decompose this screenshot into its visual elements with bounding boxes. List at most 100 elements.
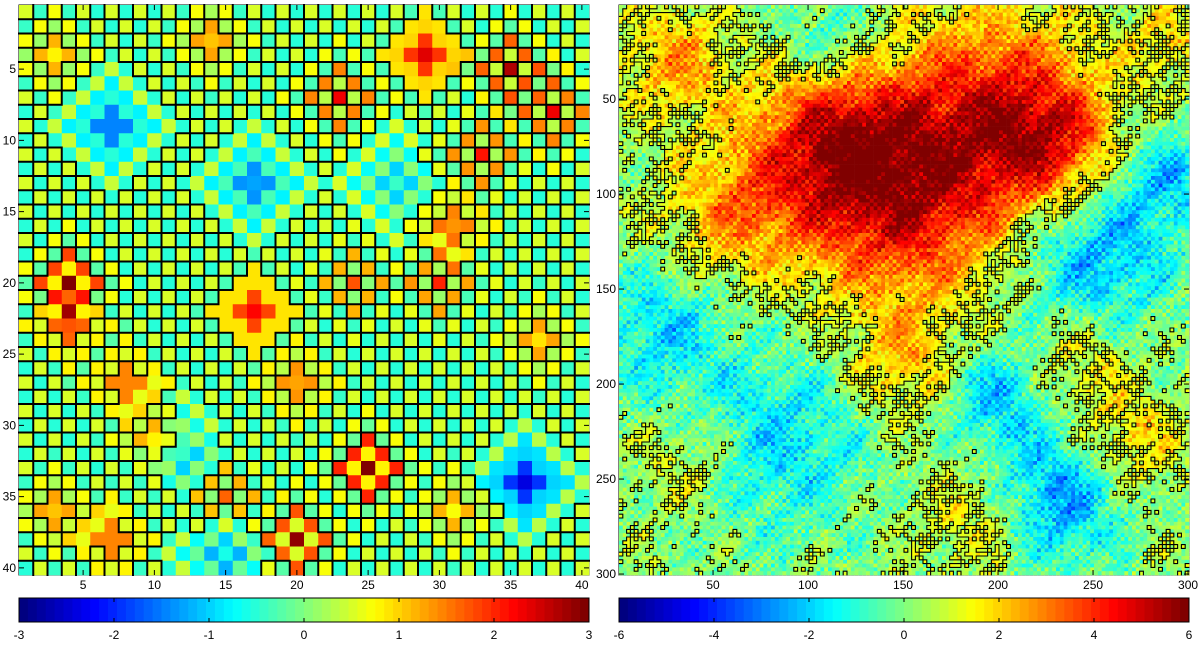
heatmap-cell bbox=[676, 46, 681, 51]
heatmap-cell bbox=[560, 5, 576, 20]
heatmap-cell bbox=[725, 39, 730, 44]
heatmap-cell bbox=[664, 69, 669, 74]
heatmap-cell bbox=[1090, 12, 1095, 17]
heatmap-cell bbox=[934, 43, 939, 48]
heatmap-cell bbox=[778, 62, 783, 67]
heatmap-cell bbox=[945, 35, 950, 40]
heatmap-cell bbox=[1170, 50, 1175, 55]
heatmap-cell bbox=[1173, 24, 1178, 29]
heatmap-cell bbox=[1147, 50, 1152, 55]
heatmap-cell bbox=[1052, 65, 1057, 70]
heatmap-cell bbox=[1166, 50, 1171, 55]
heatmap-cell bbox=[619, 81, 624, 86]
heatmap-cell bbox=[503, 290, 519, 305]
heatmap-cell bbox=[717, 62, 722, 67]
heatmap-cell bbox=[755, 88, 760, 93]
heatmap-cell bbox=[763, 24, 768, 29]
heatmap-cell bbox=[695, 20, 700, 25]
heatmap-cell bbox=[104, 104, 120, 120]
heatmap-cell bbox=[318, 76, 333, 91]
heatmap-cell bbox=[446, 404, 462, 419]
heatmap-cell bbox=[915, 54, 920, 59]
heatmap-cell bbox=[247, 318, 262, 334]
heatmap-cell bbox=[1048, 50, 1053, 55]
heatmap-cell bbox=[972, 69, 977, 74]
heatmap-cell bbox=[33, 503, 48, 519]
heatmap-cell bbox=[218, 347, 234, 362]
heatmap-cell bbox=[892, 24, 897, 29]
heatmap-cell bbox=[503, 5, 519, 20]
heatmap-cell bbox=[1132, 81, 1137, 86]
heatmap-cell bbox=[47, 19, 63, 34]
heatmap-cell bbox=[346, 218, 362, 234]
heatmap-cell bbox=[854, 35, 859, 40]
heatmap-cell bbox=[517, 204, 533, 220]
heatmap-cell bbox=[1113, 8, 1118, 13]
heatmap-cell bbox=[725, 31, 730, 36]
heatmap-cell bbox=[664, 27, 669, 32]
heatmap-cell bbox=[247, 33, 262, 49]
heatmap-cell bbox=[19, 176, 34, 191]
heatmap-cell bbox=[304, 261, 319, 277]
heatmap-cell bbox=[676, 88, 681, 93]
heatmap-cell bbox=[843, 69, 848, 74]
heatmap-cell bbox=[1052, 27, 1057, 32]
heatmap-cell bbox=[1097, 54, 1102, 59]
heatmap-cell bbox=[1124, 12, 1129, 17]
heatmap-cell bbox=[375, 47, 390, 63]
heatmap-cell bbox=[622, 39, 627, 44]
heatmap-cell bbox=[1075, 43, 1080, 48]
heatmap-left-cells bbox=[19, 5, 590, 576]
heatmap-cell bbox=[1063, 77, 1068, 82]
heatmap-cell bbox=[218, 5, 234, 20]
heatmap-cell bbox=[489, 375, 504, 391]
heatmap-cell bbox=[896, 46, 901, 51]
heatmap-cell bbox=[1033, 69, 1038, 74]
heatmap-cell bbox=[657, 46, 662, 51]
heatmap-cell bbox=[1002, 62, 1007, 67]
heatmap-cell bbox=[375, 560, 390, 576]
heatmap-cell bbox=[619, 65, 624, 70]
heatmap-cell bbox=[904, 31, 909, 36]
heatmap-cell bbox=[289, 33, 305, 49]
heatmap-cell bbox=[733, 27, 738, 32]
heatmap-cell bbox=[275, 318, 291, 334]
heatmap-cell bbox=[900, 69, 905, 74]
heatmap-cell bbox=[1116, 54, 1121, 59]
heatmap-cell bbox=[706, 12, 711, 17]
heatmap-cell bbox=[1185, 65, 1190, 70]
heatmap-cell bbox=[175, 475, 191, 490]
heatmap-cell bbox=[1082, 65, 1087, 70]
heatmap-cell bbox=[432, 461, 447, 476]
heatmap-cell bbox=[774, 69, 779, 74]
heatmap-cell bbox=[1101, 39, 1106, 44]
heatmap-cell bbox=[118, 90, 134, 106]
heatmap-cell bbox=[748, 77, 753, 82]
heatmap-cell bbox=[866, 50, 871, 55]
heatmap-cell bbox=[619, 39, 624, 44]
heatmap-cell bbox=[460, 347, 476, 362]
heatmap-cell bbox=[403, 147, 419, 163]
y-tick-label: 15 bbox=[3, 205, 17, 219]
heatmap-cell bbox=[289, 161, 305, 177]
heatmap-cell bbox=[778, 31, 783, 36]
heatmap-cell bbox=[835, 81, 840, 86]
heatmap-cell bbox=[1147, 73, 1152, 78]
heatmap-cell bbox=[247, 247, 262, 262]
heatmap-cell bbox=[232, 147, 248, 163]
heatmap-cell bbox=[204, 560, 219, 576]
heatmap-cell bbox=[763, 35, 768, 40]
heatmap-cell bbox=[942, 81, 947, 86]
heatmap-cell bbox=[729, 8, 734, 13]
heatmap-cell bbox=[61, 119, 77, 134]
heatmap-cell bbox=[942, 39, 947, 44]
heatmap-cell bbox=[1097, 31, 1102, 36]
heatmap-cell bbox=[797, 8, 802, 13]
heatmap-cell bbox=[1151, 43, 1156, 48]
heatmap-cell bbox=[1124, 8, 1129, 13]
heatmap-cell bbox=[190, 375, 205, 391]
heatmap-cell bbox=[1040, 12, 1045, 17]
heatmap-cell bbox=[218, 76, 234, 91]
heatmap-cell bbox=[824, 54, 829, 59]
heatmap-cell bbox=[812, 5, 817, 10]
